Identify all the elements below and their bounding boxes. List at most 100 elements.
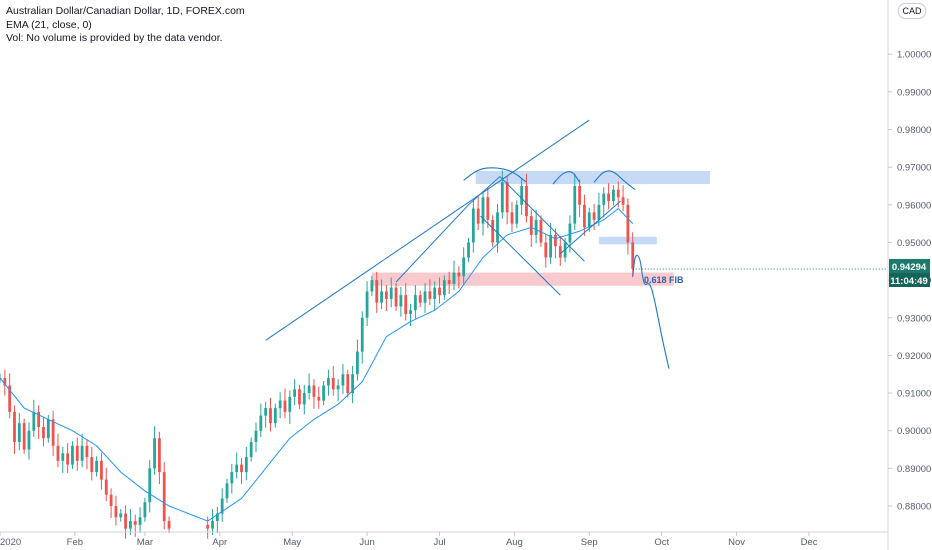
candle-body: [283, 400, 287, 412]
price-tick-label: 0.88000: [897, 502, 931, 513]
time-tick-label: Aug: [506, 537, 523, 548]
price-tick-label: 0.98000: [897, 125, 931, 136]
candle-body: [471, 208, 475, 243]
candle-body: [46, 419, 50, 439]
candle-body: [515, 204, 519, 224]
candle-body: [385, 291, 388, 299]
candle-body: [27, 430, 31, 450]
candle-body: [42, 426, 45, 439]
candle-body: [505, 182, 509, 213]
candle-body: [157, 438, 161, 473]
time-axis[interactable]: 2020 Feb Mar Apr May Jun Jul Aug Sep Oct Nov Dec: [0, 531, 888, 548]
candle-body: [104, 479, 108, 495]
candle-body: [409, 310, 412, 314]
candle-body: [583, 204, 586, 228]
price-tick-label: 0.95000: [897, 238, 931, 249]
candle-body: [529, 216, 533, 235]
legend-volume: Vol: No volume is provided by the data v…: [6, 32, 223, 44]
candle-body: [486, 197, 490, 220]
descending-channel-top: [499, 176, 585, 262]
candle-body: [375, 280, 379, 303]
time-tick-label: Dec: [801, 537, 818, 548]
price-tick-label: 0.89000: [897, 464, 931, 475]
legend-symbol[interactable]: Australian Dollar/Canadian Dollar, 1D, F…: [6, 5, 245, 17]
candle-body: [138, 517, 142, 525]
candle-body: [438, 287, 441, 296]
candle-body: [90, 457, 94, 473]
price-tick-label: 0.97000: [897, 163, 931, 174]
ema-21-line: [0, 207, 634, 522]
candle-body: [215, 513, 219, 522]
price-tick-label: 0.93000: [897, 313, 931, 324]
candle-body: [17, 423, 21, 442]
candle-body: [558, 246, 562, 258]
candle-body: [240, 464, 243, 473]
head-arc: [463, 167, 527, 183]
candle-body: [544, 242, 548, 258]
candle-body: [370, 280, 374, 292]
candle-body: [418, 295, 422, 303]
candle-body: [602, 193, 606, 205]
candle-body: [578, 185, 581, 205]
candle-body: [336, 385, 340, 390]
candle-body: [327, 377, 330, 386]
candle-body: [259, 415, 263, 431]
candle-body: [356, 351, 359, 375]
currency-button[interactable]: CAD: [898, 3, 926, 19]
candle-body: [626, 204, 630, 243]
chart-legend: Australian Dollar/Canadian Dollar, 1D, F…: [6, 5, 245, 46]
candle-body: [534, 219, 538, 235]
candle-body: [612, 189, 615, 202]
time-tick-label: Apr: [212, 537, 227, 548]
candle-body: [481, 197, 485, 224]
candle-body: [225, 483, 229, 499]
candle-body: [13, 411, 16, 442]
time-tick-label: Nov: [728, 537, 745, 548]
candle-body: [476, 208, 480, 224]
candle-body: [592, 212, 596, 220]
legend-ema[interactable]: EMA (21, close, 0): [6, 18, 92, 31]
candle-body: [621, 197, 625, 205]
last-price-tag: 0.94294 11:04:49: [889, 259, 930, 287]
price-tag-bg: [889, 259, 930, 273]
time-tick-label: Oct: [654, 537, 669, 548]
candle-body: [341, 374, 345, 386]
candle-body: [467, 242, 470, 258]
candle-body: [365, 291, 369, 318]
candle-body: [3, 377, 7, 386]
candle-body: [500, 182, 504, 213]
fib-annotation: 0.618 FIB: [644, 275, 684, 285]
candle-body: [510, 212, 514, 224]
candle-body: [293, 389, 297, 397]
candle-body: [32, 411, 36, 431]
time-tick-label: 2020: [0, 537, 21, 548]
candle-body: [22, 423, 26, 450]
candle-body: [8, 385, 12, 412]
candle-body: [244, 457, 248, 473]
time-tick-label: Feb: [67, 537, 83, 548]
candle-body: [380, 291, 383, 303]
lower-channel: [395, 176, 501, 283]
candle-body: [254, 430, 258, 442]
candle-body: [394, 287, 398, 307]
candle-body: [549, 234, 553, 258]
candle-body: [631, 242, 635, 269]
candle-body: [307, 385, 311, 394]
candle-body: [264, 408, 268, 416]
time-tick-label: May: [283, 537, 301, 548]
candle-body: [249, 441, 253, 458]
left-top-arc: [593, 170, 636, 191]
candle-body: [66, 453, 70, 465]
fib-label: 0.618 FIB: [644, 275, 684, 285]
candle-body: [496, 212, 499, 243]
candle-body: [587, 212, 591, 228]
price-tick-label: 0.90000: [897, 426, 931, 437]
candle-body: [124, 513, 127, 529]
candle-body: [322, 385, 326, 401]
candle-body: [148, 468, 152, 503]
candlestick-series: [0, 170, 635, 539]
candle-body: [302, 393, 306, 405]
candle-body: [442, 280, 446, 296]
candle-body: [491, 219, 495, 243]
